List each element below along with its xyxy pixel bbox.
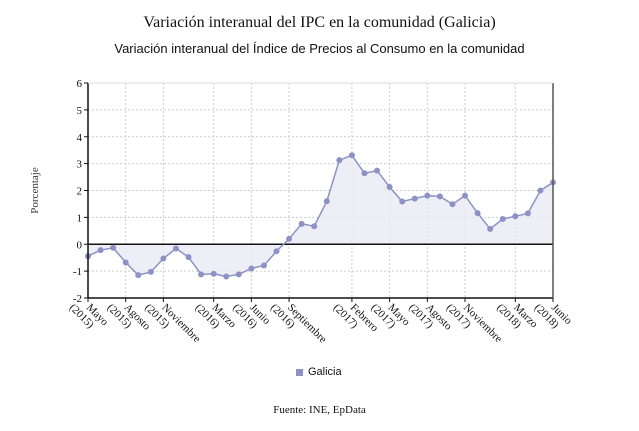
data-point	[512, 213, 519, 220]
data-point	[499, 215, 506, 222]
source-note: Fuente: INE, EpData	[273, 404, 366, 416]
data-point	[298, 220, 305, 227]
y-tick-label: -2	[73, 293, 82, 305]
legend[interactable]: Galicia	[296, 366, 342, 378]
y-tick-label: 6	[77, 78, 83, 90]
data-point	[361, 170, 368, 177]
data-point	[97, 247, 104, 254]
chart-subtitle: Variación interanual del Índice de Preci…	[114, 41, 525, 56]
data-point	[524, 210, 531, 217]
data-point	[462, 192, 469, 199]
data-point	[235, 271, 242, 278]
data-point	[122, 259, 129, 266]
data-point	[210, 270, 217, 277]
data-point	[436, 193, 443, 200]
data-point	[487, 225, 494, 232]
data-point	[172, 245, 179, 252]
data-point	[424, 192, 431, 199]
data-point	[411, 195, 418, 202]
data-point	[286, 235, 293, 242]
y-tick-label: 3	[77, 159, 83, 171]
data-point	[185, 254, 192, 261]
data-point	[135, 272, 142, 279]
y-tick-label: 2	[77, 186, 83, 198]
data-point	[474, 210, 481, 217]
x-tick-label: Agosto(2017)	[406, 293, 454, 341]
data-point	[449, 201, 456, 208]
y-tick-label: -1	[73, 266, 82, 278]
x-tick-label: Agosto(2015)	[105, 293, 153, 341]
data-point	[374, 167, 381, 174]
data-point	[110, 244, 117, 251]
y-axis-label: Porcentaje	[29, 167, 41, 214]
y-tick-label: 1	[77, 212, 83, 224]
data-point	[248, 265, 255, 272]
legend-label: Galicia	[308, 366, 342, 378]
x-tick-label: Febrero(2017)	[331, 293, 381, 343]
data-point	[311, 223, 318, 230]
data-point	[147, 268, 154, 275]
data-point	[399, 198, 406, 205]
y-tick-label: 4	[77, 132, 83, 144]
data-point	[260, 262, 267, 269]
data-point	[336, 157, 343, 164]
chart-title: Variación interanual del IPC en la comun…	[143, 14, 496, 31]
data-point	[198, 271, 205, 278]
data-point	[273, 248, 280, 255]
data-point	[160, 255, 167, 262]
y-tick-label: 0	[77, 239, 83, 251]
data-point	[348, 152, 355, 159]
y-tick-label: 5	[77, 105, 83, 117]
x-tick-label: Septiembre(2016)	[268, 293, 329, 354]
data-point	[223, 273, 230, 280]
data-point	[537, 187, 544, 194]
data-point	[323, 198, 330, 205]
series-area	[88, 155, 553, 277]
data-point	[386, 184, 393, 191]
legend-swatch	[296, 368, 303, 376]
